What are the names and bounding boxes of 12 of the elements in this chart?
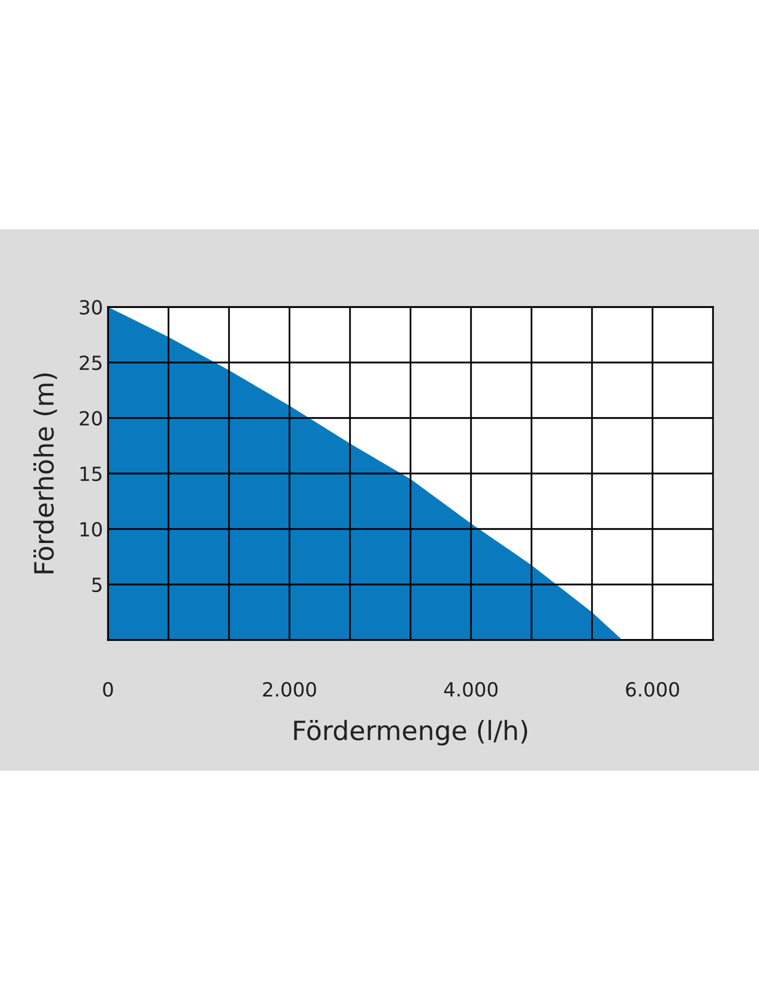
x-tick-label: 4.000 bbox=[444, 682, 498, 697]
y-axis-title: Förderhöhe (m) bbox=[33, 373, 57, 574]
y-tick-label: 25 bbox=[80, 355, 102, 370]
x-tick-label: 2.000 bbox=[263, 682, 316, 697]
y-tick-label: 5 bbox=[92, 578, 102, 592]
y-tick-label: 20 bbox=[80, 410, 102, 426]
x-tick-label: 0 bbox=[103, 682, 113, 697]
y-tick-label: 15 bbox=[80, 466, 102, 482]
y-tick-label: 10 bbox=[80, 522, 102, 537]
y-tick-label: 30 bbox=[80, 300, 102, 315]
x-axis-title: Fördermenge (l/h) bbox=[294, 720, 528, 746]
x-tick-label: 6.000 bbox=[626, 682, 680, 697]
